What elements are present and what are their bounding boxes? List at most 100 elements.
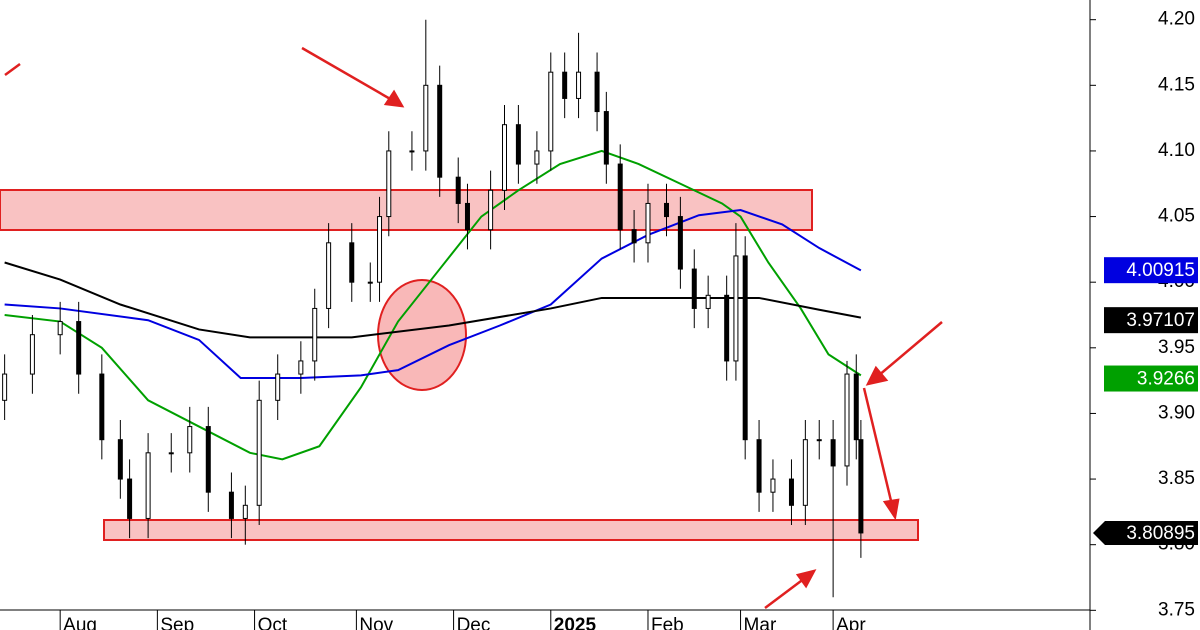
candle-body: [858, 439, 864, 534]
candle-body: [298, 360, 304, 375]
candle-body: [562, 71, 568, 99]
candle-body: [205, 426, 211, 493]
arrow: [301, 46, 393, 102]
candle-body: [464, 202, 470, 231]
candle-body: [242, 504, 248, 519]
candle-body: [534, 150, 540, 165]
plot-area: [2, 19, 864, 598]
y-tick-label: 4.20: [1158, 9, 1195, 30]
price-tag: 4.00915: [1126, 260, 1195, 281]
candle-body: [377, 216, 383, 283]
x-tick-label: 2025: [554, 615, 597, 630]
candle-body: [76, 321, 82, 375]
candle-body: [724, 294, 730, 362]
y-tick-label: 4.05: [1158, 206, 1195, 227]
price-tag-bg: [1104, 365, 1198, 392]
price-tag: 3.97107: [1126, 310, 1195, 331]
moving-average-line: [4, 261, 862, 339]
y-tick-label: 3.90: [1158, 402, 1195, 423]
axes: 3.753.803.853.903.954.004.054.104.154.20…: [59, 9, 1198, 630]
moving-average-line: [4, 208, 862, 379]
candle-body: [437, 84, 443, 178]
candle-body: [802, 439, 808, 506]
candle-body: [127, 478, 133, 519]
price-tag-bg: [1104, 307, 1198, 334]
candle-body: [423, 84, 429, 152]
x-tick-label: Oct: [258, 615, 288, 630]
arrow: [862, 387, 894, 506]
candle-body: [145, 452, 151, 519]
candle-body: [691, 268, 697, 309]
candle-body: [2, 373, 8, 401]
candle-body: [756, 439, 762, 493]
candle-body: [830, 439, 836, 467]
arrow-head: [882, 498, 900, 521]
arrow-head: [865, 365, 889, 386]
moving-average-line: [4, 149, 862, 461]
candle-body: [844, 373, 850, 467]
candle-body: [617, 163, 623, 231]
arrow-head: [795, 569, 817, 589]
candle-body: [603, 111, 609, 165]
candle-body: [631, 229, 637, 244]
x-tick-label: Feb: [651, 615, 684, 630]
arrow-head: [383, 89, 405, 108]
candle-body: [29, 334, 35, 375]
price-tag: 3.80895: [1126, 523, 1195, 544]
x-tick-label: Nov: [359, 615, 393, 630]
candle-body: [455, 176, 461, 204]
candle-body: [594, 71, 600, 113]
x-tick-label: Sep: [160, 615, 194, 630]
candle-body: [548, 71, 554, 152]
candle-body: [705, 294, 711, 309]
support-zone: [103, 519, 919, 541]
candle-body: [326, 242, 332, 309]
candle-body: [256, 399, 262, 506]
resistance-zone: [0, 189, 813, 231]
x-tick-label: Aug: [63, 615, 97, 630]
arrows: [4, 46, 943, 609]
candle-body: [57, 321, 63, 336]
candle-body: [349, 242, 355, 283]
y-tick-label: 3.85: [1158, 468, 1195, 489]
candle-body: [117, 439, 123, 480]
candle-body: [312, 307, 318, 362]
y-tick-label: 4.15: [1158, 74, 1195, 95]
candle-body: [576, 71, 582, 99]
price-tag-bg: [1093, 520, 1198, 545]
candle-body: [742, 255, 748, 441]
x-tick-label: Mar: [744, 615, 777, 630]
arrow: [877, 321, 943, 377]
candle-body: [228, 491, 234, 519]
candle-body: [367, 281, 373, 284]
candle-body: [677, 216, 683, 270]
candle-body: [663, 202, 669, 218]
y-tick-label: 3.75: [1158, 599, 1195, 620]
arrow: [764, 577, 806, 609]
price-tag: 3.9266: [1137, 369, 1195, 390]
candle-body: [275, 373, 281, 401]
candle-body: [168, 452, 174, 455]
candle-body: [733, 255, 739, 362]
candle-body: [187, 426, 193, 454]
x-tick-label: Dec: [457, 615, 491, 630]
y-tick-label: 3.95: [1158, 337, 1195, 358]
candle-body: [770, 478, 776, 493]
candle-body: [645, 202, 651, 244]
price-tag-bg: [1104, 257, 1198, 284]
x-tick-label: Apr: [836, 615, 866, 630]
candle-body: [386, 150, 392, 218]
y-tick-label: 4.10: [1158, 140, 1195, 161]
candle-body: [488, 189, 494, 231]
candle-body: [99, 373, 105, 441]
arrow: [4, 62, 21, 77]
candle-body: [502, 124, 508, 191]
candle-body: [816, 439, 822, 442]
annotations: [0, 189, 919, 541]
candle-body: [409, 150, 415, 153]
candle-body: [853, 373, 859, 441]
candle-body: [515, 124, 521, 165]
candle-body: [788, 478, 794, 506]
